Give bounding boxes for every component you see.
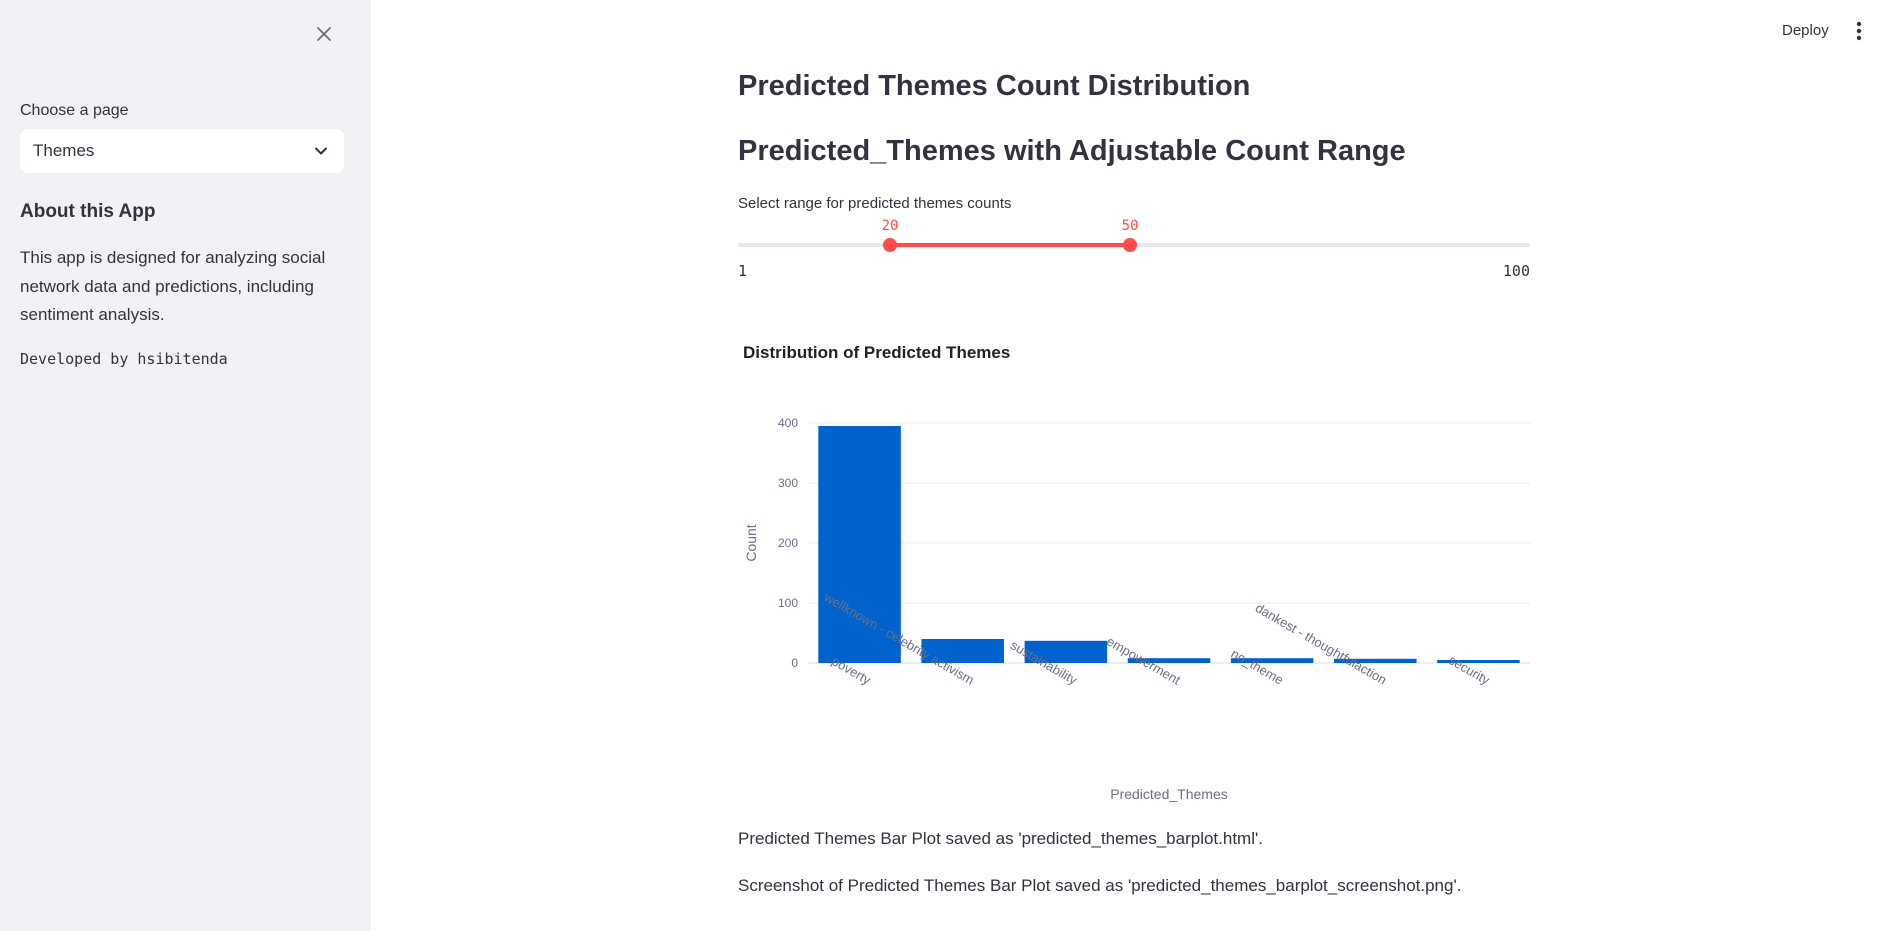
range-slider[interactable]: 20 50 1 100 bbox=[738, 218, 1530, 282]
slider-thumb-high[interactable] bbox=[1123, 238, 1137, 252]
screenshot-saved-message: Screenshot of Predicted Themes Bar Plot … bbox=[738, 876, 1462, 895]
bar[interactable] bbox=[921, 639, 1004, 663]
y-tick-label: 0 bbox=[791, 656, 798, 670]
slider-min-label: 1 bbox=[738, 262, 748, 280]
slider-high-value: 50 bbox=[1121, 218, 1139, 234]
y-axis-label: Count bbox=[743, 524, 759, 561]
slider-low-value: 20 bbox=[881, 218, 899, 234]
bar[interactable] bbox=[818, 426, 901, 663]
y-tick-label: 100 bbox=[778, 596, 798, 610]
choose-page-label: Choose a page bbox=[20, 102, 129, 119]
x-tick-label: no_theme bbox=[1229, 646, 1287, 688]
y-tick-label: 300 bbox=[778, 476, 798, 490]
barplot-saved-message: Predicted Themes Bar Plot saved as 'pred… bbox=[738, 829, 1263, 848]
about-text: This app is designed for analyzing socia… bbox=[20, 248, 326, 324]
developer-text: Developed by hsibitenda bbox=[20, 350, 228, 368]
slider-thumb-low[interactable] bbox=[883, 238, 897, 252]
bar[interactable] bbox=[1334, 658, 1417, 663]
page-select[interactable]: Themes bbox=[20, 129, 344, 173]
y-tick-label: 200 bbox=[778, 536, 798, 550]
bar-chart-svg[interactable]: Distribution of Predicted Themes 0 100 200 3… bbox=[738, 330, 1538, 810]
slider-selected-range bbox=[890, 243, 1130, 247]
bar[interactable] bbox=[1024, 640, 1108, 663]
y-tick-label: 400 bbox=[778, 416, 798, 430]
chevron-down-icon bbox=[312, 142, 330, 160]
slider-label: Select range for predicted themes counts bbox=[738, 195, 1012, 212]
page-title: Predicted Themes Count Distribution bbox=[738, 70, 1251, 102]
bar[interactable] bbox=[1127, 658, 1211, 663]
about-title: About this App bbox=[20, 201, 156, 222]
section-title: Predicted_Themes with Adjustable Count R… bbox=[738, 135, 1406, 167]
chart-title: Distribution of Predicted Themes bbox=[743, 343, 1010, 362]
slider-max-label: 100 bbox=[1502, 262, 1530, 280]
more-menu-icon[interactable] bbox=[1849, 20, 1869, 42]
x-tick-label: security bbox=[1446, 652, 1493, 688]
deploy-button[interactable]: Deploy bbox=[1782, 22, 1829, 39]
x-axis-label: Predicted_Themes bbox=[1110, 786, 1228, 802]
close-sidebar-icon[interactable] bbox=[312, 22, 336, 46]
bar-chart[interactable]: Distribution of Predicted Themes 0 100 200 3… bbox=[738, 330, 1538, 810]
sidebar: Choose a page Themes About this App This… bbox=[0, 0, 371, 931]
bar[interactable] bbox=[1230, 658, 1314, 663]
page-select-value: Themes bbox=[33, 141, 95, 160]
bar[interactable] bbox=[1437, 660, 1520, 663]
